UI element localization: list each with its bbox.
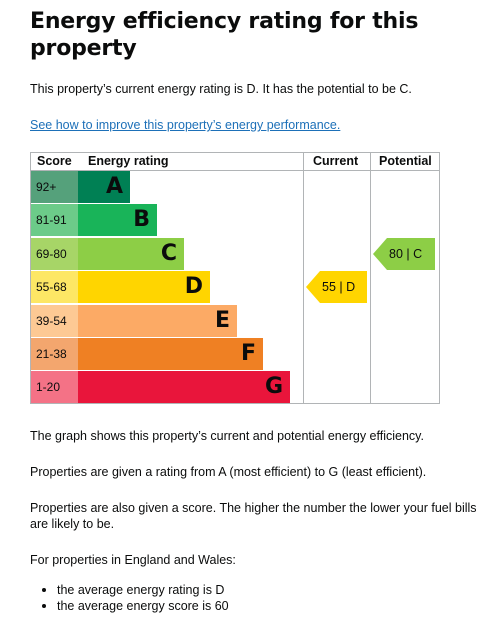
page-title: Energy efficiency rating for this proper… bbox=[30, 9, 419, 61]
improve-performance-link[interactable]: See how to improve this property’s energ… bbox=[30, 118, 341, 132]
band-score-range: 55-68 bbox=[31, 271, 78, 304]
band-bar: A bbox=[78, 171, 130, 203]
england-wales-intro: For properties in England and Wales: bbox=[30, 553, 236, 567]
energy-rating-chart: Score Energy rating Current Potential 92… bbox=[30, 152, 440, 404]
band-score-range: 92+ bbox=[31, 171, 78, 203]
band-bar: D bbox=[78, 271, 210, 304]
band-score-range: 1-20 bbox=[31, 371, 78, 404]
rating-explanation: Properties are given a rating from A (mo… bbox=[30, 465, 427, 479]
header-divider bbox=[31, 170, 439, 171]
averages-list: the average energy rating is D the avera… bbox=[40, 582, 229, 614]
potential-rating-label: 80 | C bbox=[387, 237, 435, 270]
band-bar: F bbox=[78, 338, 263, 370]
bullet-icon bbox=[42, 588, 46, 592]
band-bar: E bbox=[78, 304, 237, 337]
marker-arrow bbox=[306, 271, 320, 304]
list-item: the average energy score is 60 bbox=[40, 598, 229, 614]
current-rating-label: 55 | D bbox=[320, 271, 367, 304]
band-score-range: 81-91 bbox=[31, 204, 78, 237]
rating-summary: This property’s current energy rating is… bbox=[30, 82, 412, 96]
band-score-range: 21-38 bbox=[31, 338, 78, 370]
rating-column-header: Energy rating bbox=[88, 154, 169, 168]
band-score-range: 39-54 bbox=[31, 304, 78, 337]
average-score-text: the average energy score is 60 bbox=[57, 599, 229, 613]
bullet-icon bbox=[42, 604, 46, 608]
band-bar: B bbox=[78, 204, 157, 237]
band-bar: C bbox=[78, 237, 184, 270]
current-rating-marker: 55 | D bbox=[306, 271, 367, 304]
potential-column-header: Potential bbox=[379, 154, 432, 168]
band-bar: G bbox=[78, 371, 290, 404]
potential-rating-marker: 80 | C bbox=[373, 237, 435, 270]
score-column-header: Score bbox=[37, 154, 72, 168]
graph-explanation: The graph shows this property’s current … bbox=[30, 429, 424, 443]
marker-arrow bbox=[373, 237, 387, 270]
list-item: the average energy rating is D bbox=[40, 582, 229, 598]
column-divider bbox=[370, 153, 371, 403]
current-column-header: Current bbox=[313, 154, 359, 168]
average-rating-text: the average energy rating is D bbox=[57, 583, 225, 597]
column-divider bbox=[303, 153, 304, 403]
score-explanation: Properties are also given a score. The h… bbox=[30, 501, 477, 531]
band-score-range: 69-80 bbox=[31, 237, 78, 270]
